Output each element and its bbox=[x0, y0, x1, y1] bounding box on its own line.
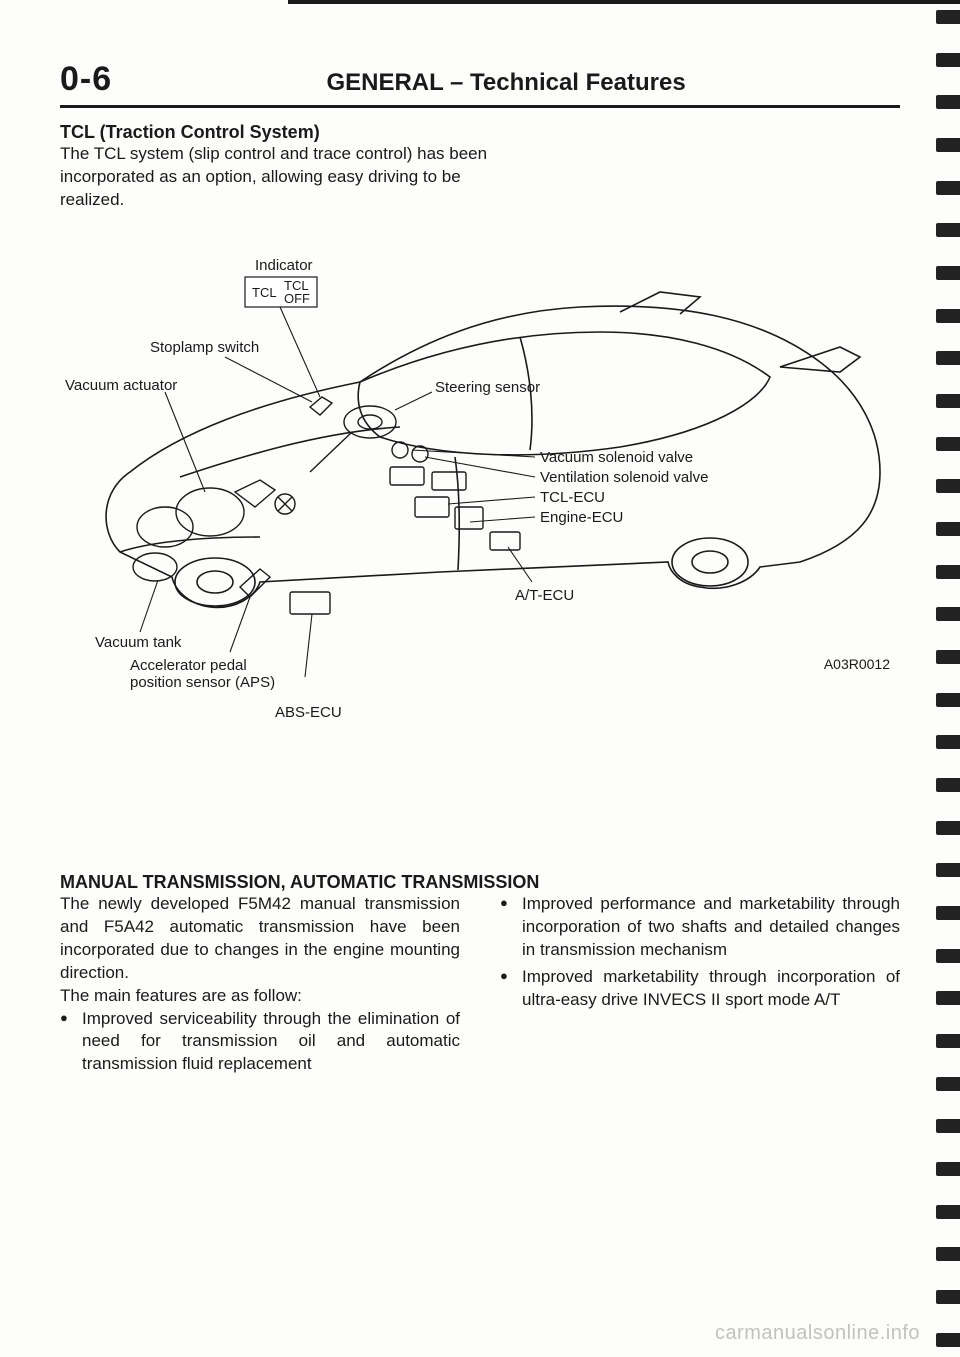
binding-hole bbox=[936, 1162, 960, 1176]
indicator-box-off: OFF bbox=[284, 291, 310, 306]
label-aps-1: Accelerator pedal bbox=[130, 657, 247, 674]
transmission-section: MANUAL TRANSMISSION, AUTOMATIC TRANSMISS… bbox=[60, 872, 900, 1081]
binding-hole bbox=[936, 1290, 960, 1304]
tcl-diagram-svg: TCL TCL OFF bbox=[60, 232, 900, 732]
binding-hole bbox=[936, 10, 960, 24]
binding-hole bbox=[936, 1034, 960, 1048]
trans-left-para2: The main features are as follow: bbox=[60, 985, 460, 1008]
trans-right-col: Improved performance and marketability t… bbox=[500, 893, 900, 1081]
label-indicator: Indicator bbox=[255, 257, 313, 274]
binding-hole bbox=[936, 821, 960, 835]
trans-left-bullets: Improved serviceability through the elim… bbox=[60, 1008, 460, 1077]
trans-left-para: The newly developed F5M42 manual transmi… bbox=[60, 893, 460, 985]
label-vacuum-solenoid: Vacuum solenoid valve bbox=[540, 449, 693, 466]
label-at-ecu: A/T-ECU bbox=[515, 587, 574, 604]
trans-left-bullet-1: Improved serviceability through the elim… bbox=[60, 1008, 460, 1077]
label-vacuum-tank: Vacuum tank bbox=[95, 634, 182, 651]
label-tcl-ecu: TCL-ECU bbox=[540, 489, 605, 506]
binding-hole bbox=[936, 479, 960, 493]
binding-hole bbox=[936, 394, 960, 408]
binding-hole bbox=[936, 1077, 960, 1091]
binding-hole bbox=[936, 949, 960, 963]
binding-hole bbox=[936, 607, 960, 621]
binding-hole bbox=[936, 266, 960, 280]
binding-hole bbox=[936, 53, 960, 67]
label-engine-ecu: Engine-ECU bbox=[540, 509, 623, 526]
component-icons bbox=[133, 397, 520, 614]
binding-hole bbox=[936, 650, 960, 664]
page-title: GENERAL – Technical Features bbox=[112, 69, 900, 97]
tcl-body-text: The TCL system (slip control and trace c… bbox=[60, 143, 520, 212]
binding-hole bbox=[936, 1205, 960, 1219]
binding-hole bbox=[936, 778, 960, 792]
trans-right-bullets: Improved performance and marketability t… bbox=[500, 893, 900, 1012]
binding-hole bbox=[936, 1119, 960, 1133]
label-abs-ecu: ABS-ECU bbox=[275, 704, 342, 721]
tcl-section-title: TCL (Traction Control System) bbox=[60, 122, 900, 143]
binding-hole bbox=[936, 223, 960, 237]
trans-right-bullet-2: Improved marketability through incorpora… bbox=[500, 966, 900, 1012]
binding-hole bbox=[936, 437, 960, 451]
tcl-diagram: TCL TCL OFF bbox=[60, 232, 900, 732]
binding-hole bbox=[936, 138, 960, 152]
binding-hole bbox=[936, 906, 960, 920]
trans-left-col: The newly developed F5M42 manual transmi… bbox=[60, 893, 460, 1081]
trans-right-bullet-1: Improved performance and marketability t… bbox=[500, 893, 900, 962]
binding-hole bbox=[936, 1247, 960, 1261]
figure-id: A03R0012 bbox=[824, 656, 890, 672]
binding-hole bbox=[936, 181, 960, 195]
binding-hole bbox=[936, 863, 960, 877]
watermark: carmanualsonline.info bbox=[715, 1322, 920, 1345]
label-vacuum-actuator: Vacuum actuator bbox=[65, 377, 177, 394]
top-border-rule bbox=[288, 0, 960, 4]
binding-hole bbox=[936, 351, 960, 365]
indicator-box: TCL TCL OFF bbox=[245, 277, 317, 307]
binding-holes bbox=[930, 0, 960, 1357]
page-header: 0-6 GENERAL – Technical Features bbox=[60, 60, 900, 108]
binding-hole bbox=[936, 991, 960, 1005]
manual-page: 0-6 GENERAL – Technical Features TCL (Tr… bbox=[0, 0, 960, 1357]
leader-lines bbox=[140, 307, 535, 677]
label-steering-sensor: Steering sensor bbox=[435, 379, 540, 396]
binding-hole bbox=[936, 693, 960, 707]
label-stoplamp: Stoplamp switch bbox=[150, 339, 259, 356]
binding-hole bbox=[936, 565, 960, 579]
label-ventilation-solenoid: Ventilation solenoid valve bbox=[540, 469, 708, 486]
trans-section-title: MANUAL TRANSMISSION, AUTOMATIC TRANSMISS… bbox=[60, 872, 900, 893]
binding-hole bbox=[936, 735, 960, 749]
trans-two-col: The newly developed F5M42 manual transmi… bbox=[60, 893, 900, 1081]
indicator-box-tcl: TCL bbox=[252, 285, 277, 300]
label-aps-2: position sensor (APS) bbox=[130, 674, 275, 691]
binding-hole bbox=[936, 1333, 960, 1347]
page-number: 0-6 bbox=[60, 60, 112, 99]
binding-hole bbox=[936, 95, 960, 109]
binding-hole bbox=[936, 309, 960, 323]
binding-hole bbox=[936, 522, 960, 536]
